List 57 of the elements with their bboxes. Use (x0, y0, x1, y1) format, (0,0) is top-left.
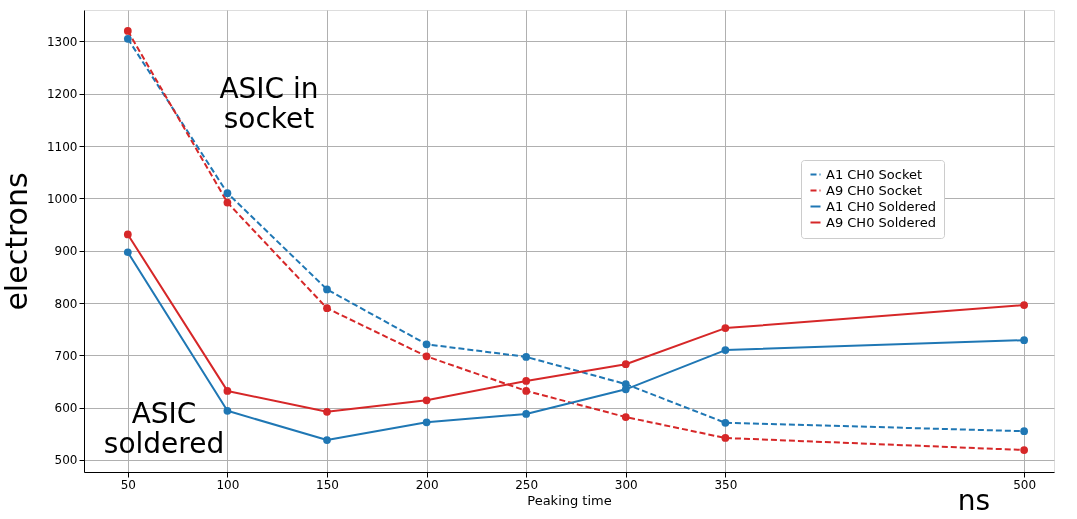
y-tick-label: 1000 (46, 191, 78, 206)
point (123, 34, 132, 43)
point (721, 324, 730, 332)
point (621, 413, 630, 421)
y-tick-label: 1300 (46, 34, 78, 49)
y-tick-label: 600 (54, 401, 78, 416)
point (223, 198, 232, 207)
annotation: ASIC in socket (219, 72, 319, 135)
point (522, 353, 531, 361)
point (422, 340, 431, 349)
y-tick-label: 800 (54, 296, 78, 311)
point (422, 396, 431, 405)
point (123, 230, 132, 239)
point (323, 285, 331, 294)
point (621, 360, 630, 369)
point (1020, 446, 1028, 454)
y-tick-label: 1100 (46, 139, 78, 154)
x-tick-label: 50 (120, 477, 136, 492)
point (721, 346, 730, 354)
text: ns (957, 484, 991, 517)
point (721, 434, 730, 442)
point (323, 304, 331, 313)
annotation: ASIC soldered (103, 397, 225, 460)
point (1020, 427, 1028, 436)
point (323, 407, 331, 416)
x-tick-label: 500 (1013, 477, 1037, 492)
x-tick-label: 150 (316, 477, 339, 492)
point (422, 418, 431, 427)
x-axis-title: Peaking time (527, 492, 612, 508)
point (223, 406, 232, 415)
point (1020, 336, 1028, 345)
x-tick-label: 350 (714, 477, 738, 492)
point (522, 377, 531, 385)
x-tick-label: 300 (614, 477, 638, 492)
legend-label: A9 CH0 Soldered (826, 214, 936, 230)
y-tick-label: 500 (54, 453, 78, 468)
legend-label: A1 CH0 Socket (826, 166, 923, 182)
x-tick-label: 100 (216, 477, 240, 492)
point (123, 248, 132, 257)
point (1020, 301, 1028, 309)
point (223, 387, 232, 395)
point (223, 189, 232, 197)
point (522, 387, 531, 395)
x-tick-label: 250 (515, 477, 539, 492)
legend-label: A1 CH0 Soldered (826, 198, 936, 214)
point (621, 385, 630, 394)
point (721, 418, 730, 427)
point (123, 27, 132, 35)
x-tick-label: 200 (415, 477, 439, 492)
y-tick-label: 900 (54, 244, 78, 259)
point (522, 410, 531, 418)
y-axis-title: electrons (0, 172, 34, 311)
y-tick-label: 1200 (46, 87, 78, 102)
point (422, 352, 431, 361)
y-tick-label: 700 (54, 348, 78, 363)
legend-label: A9 CH0 Socket (826, 182, 923, 198)
point (323, 436, 331, 444)
